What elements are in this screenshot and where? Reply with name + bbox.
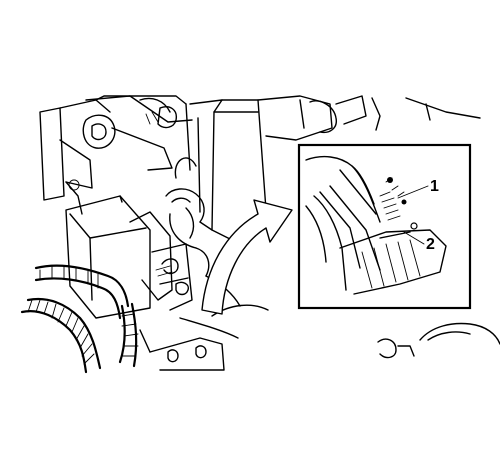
engine-compartment-drawing [20, 95, 500, 374]
pointer-arrow [201, 199, 293, 315]
callout-1-leader [397, 185, 429, 199]
callout-2-label: 2 [426, 236, 435, 253]
callout-2-leader [403, 231, 425, 245]
detail-inset [297, 143, 472, 310]
callout-1-label: 1 [430, 178, 439, 195]
